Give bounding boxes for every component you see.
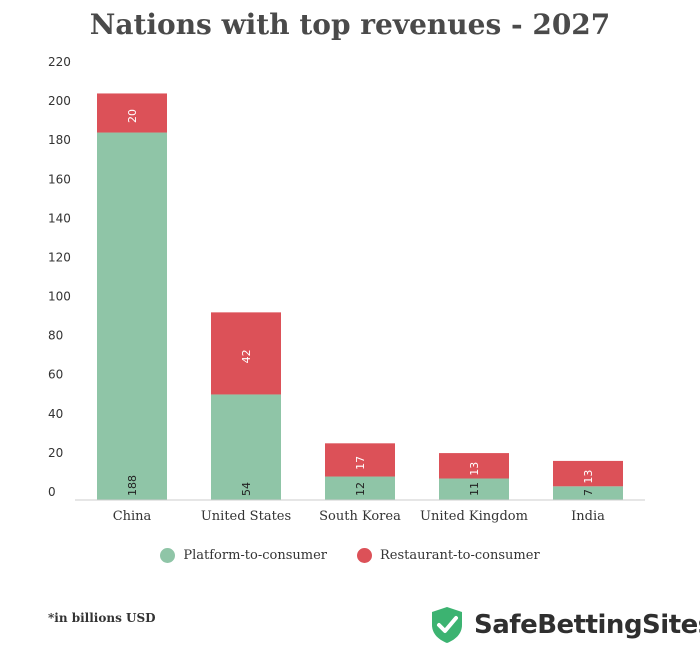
y-tick-label: 60 [48, 368, 63, 382]
y-tick-label: 100 [48, 290, 71, 304]
y-tick-label: 20 [48, 446, 63, 460]
bar-segment [325, 443, 395, 477]
y-tick-label: 40 [48, 407, 63, 421]
x-tick-label: South Korea [319, 509, 401, 524]
legend-label-platform: Platform-to-consumer [183, 548, 327, 563]
bar-segment [325, 476, 395, 500]
bar-segment [97, 132, 167, 500]
data-label: 54 [240, 482, 253, 496]
footnote: *in billions USD [48, 611, 156, 625]
x-axis: China United States South Korea United King… [113, 509, 605, 524]
legend-swatch-platform [160, 548, 176, 563]
legend: Platform-to-consumer Restaurant-to-consu… [0, 548, 700, 563]
bar-segment [439, 478, 509, 500]
data-label: 13 [582, 470, 595, 484]
data-label: 42 [240, 349, 253, 363]
x-tick-label: China [113, 509, 152, 524]
bar-segment [439, 453, 509, 479]
data-label: 12 [354, 482, 367, 496]
y-tick-label: 120 [48, 250, 71, 264]
chart-title: Nations with top revenues - 2027 [89, 8, 611, 41]
y-tick-label: 140 [48, 211, 71, 225]
data-label: 20 [126, 109, 139, 123]
bar-segment [211, 312, 281, 395]
y-tick-label: 160 [48, 172, 71, 186]
bar-chart: 0 20 40 60 80 100 120 140 160 180 200 220 188 20 54 42… [48, 55, 645, 524]
y-axis: 0 20 40 60 80 100 120 140 160 180 200 220 [48, 55, 71, 499]
brand-logo: SafeBettingSites [430, 606, 700, 644]
data-label: 13 [468, 462, 481, 476]
x-tick-label: United States [201, 509, 291, 524]
y-tick-label: 0 [48, 485, 56, 499]
y-tick-label: 80 [48, 329, 63, 343]
x-tick-label: United Kingdom [420, 509, 528, 524]
shield-check-icon [432, 607, 462, 643]
data-label: 188 [126, 475, 139, 496]
bar-segment [97, 93, 167, 133]
x-tick-label: India [571, 509, 605, 524]
data-label: 7 [582, 489, 595, 496]
y-tick-label: 200 [48, 94, 71, 108]
bar-segment [553, 460, 623, 487]
brand-name: SafeBettingSites [474, 610, 700, 640]
legend-swatch-restaurant [357, 548, 372, 563]
data-label: 11 [468, 482, 481, 496]
legend-item-restaurant: Restaurant-to-consumer [357, 548, 540, 563]
y-tick-label: 220 [48, 55, 71, 69]
legend-item-platform: Platform-to-consumer [160, 548, 327, 563]
bars: 188 20 54 42 12 17 11 13 7 13 [97, 93, 623, 500]
bar-segment [553, 486, 623, 500]
y-tick-label: 180 [48, 133, 71, 147]
legend-label-restaurant: Restaurant-to-consumer [380, 548, 540, 563]
bar-segment [211, 394, 281, 500]
data-label: 17 [354, 456, 367, 470]
